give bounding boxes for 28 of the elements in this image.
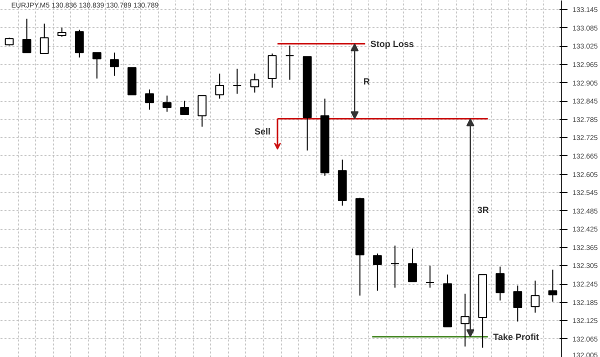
candlestick: [22, 18, 32, 54]
annotation: 3R: [477, 204, 490, 215]
candlestick: [250, 73, 260, 94]
candlestick: [408, 248, 417, 282]
candlestick: [530, 280, 540, 314]
candlestick: [232, 68, 242, 94]
annotation: Sell: [254, 126, 270, 136]
candlestick: [215, 73, 224, 100]
candlestick: [513, 285, 522, 322]
candlestick: [180, 100, 190, 116]
candlestick: [548, 269, 558, 302]
candlestick: [145, 89, 154, 110]
candlestick: [268, 53, 277, 88]
candlestick: [285, 45, 294, 80]
candlestick: [57, 27, 66, 38]
candlestick: [92, 52, 102, 80]
candlestick: [198, 95, 207, 128]
candlestick: [162, 95, 172, 112]
candlestick: [426, 265, 434, 288]
ref-line-label: Stop Loss: [370, 38, 414, 49]
candlestick: [390, 245, 400, 288]
candlestick: [372, 253, 382, 292]
candlestick: [74, 29, 84, 58]
ref-line-label: Take Profit: [493, 332, 539, 342]
annotation: R: [363, 76, 370, 86]
candlestick: [496, 266, 505, 301]
candlestick: [110, 52, 119, 76]
candlestick: [40, 23, 49, 54]
